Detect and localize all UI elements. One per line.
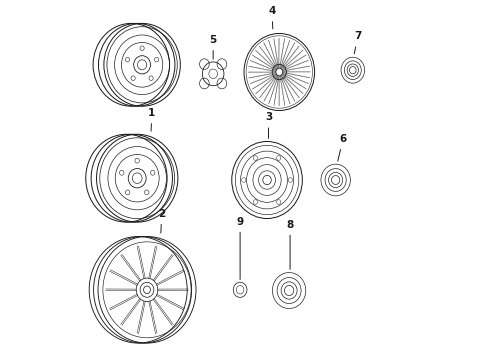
Text: 1: 1 <box>148 108 155 131</box>
Text: 8: 8 <box>287 220 294 269</box>
Text: 5: 5 <box>210 35 217 59</box>
Text: 2: 2 <box>158 209 165 233</box>
Text: 4: 4 <box>268 6 276 29</box>
Text: 6: 6 <box>338 134 346 161</box>
Text: 3: 3 <box>265 112 272 138</box>
Text: 7: 7 <box>354 31 362 54</box>
Text: 9: 9 <box>237 217 244 279</box>
